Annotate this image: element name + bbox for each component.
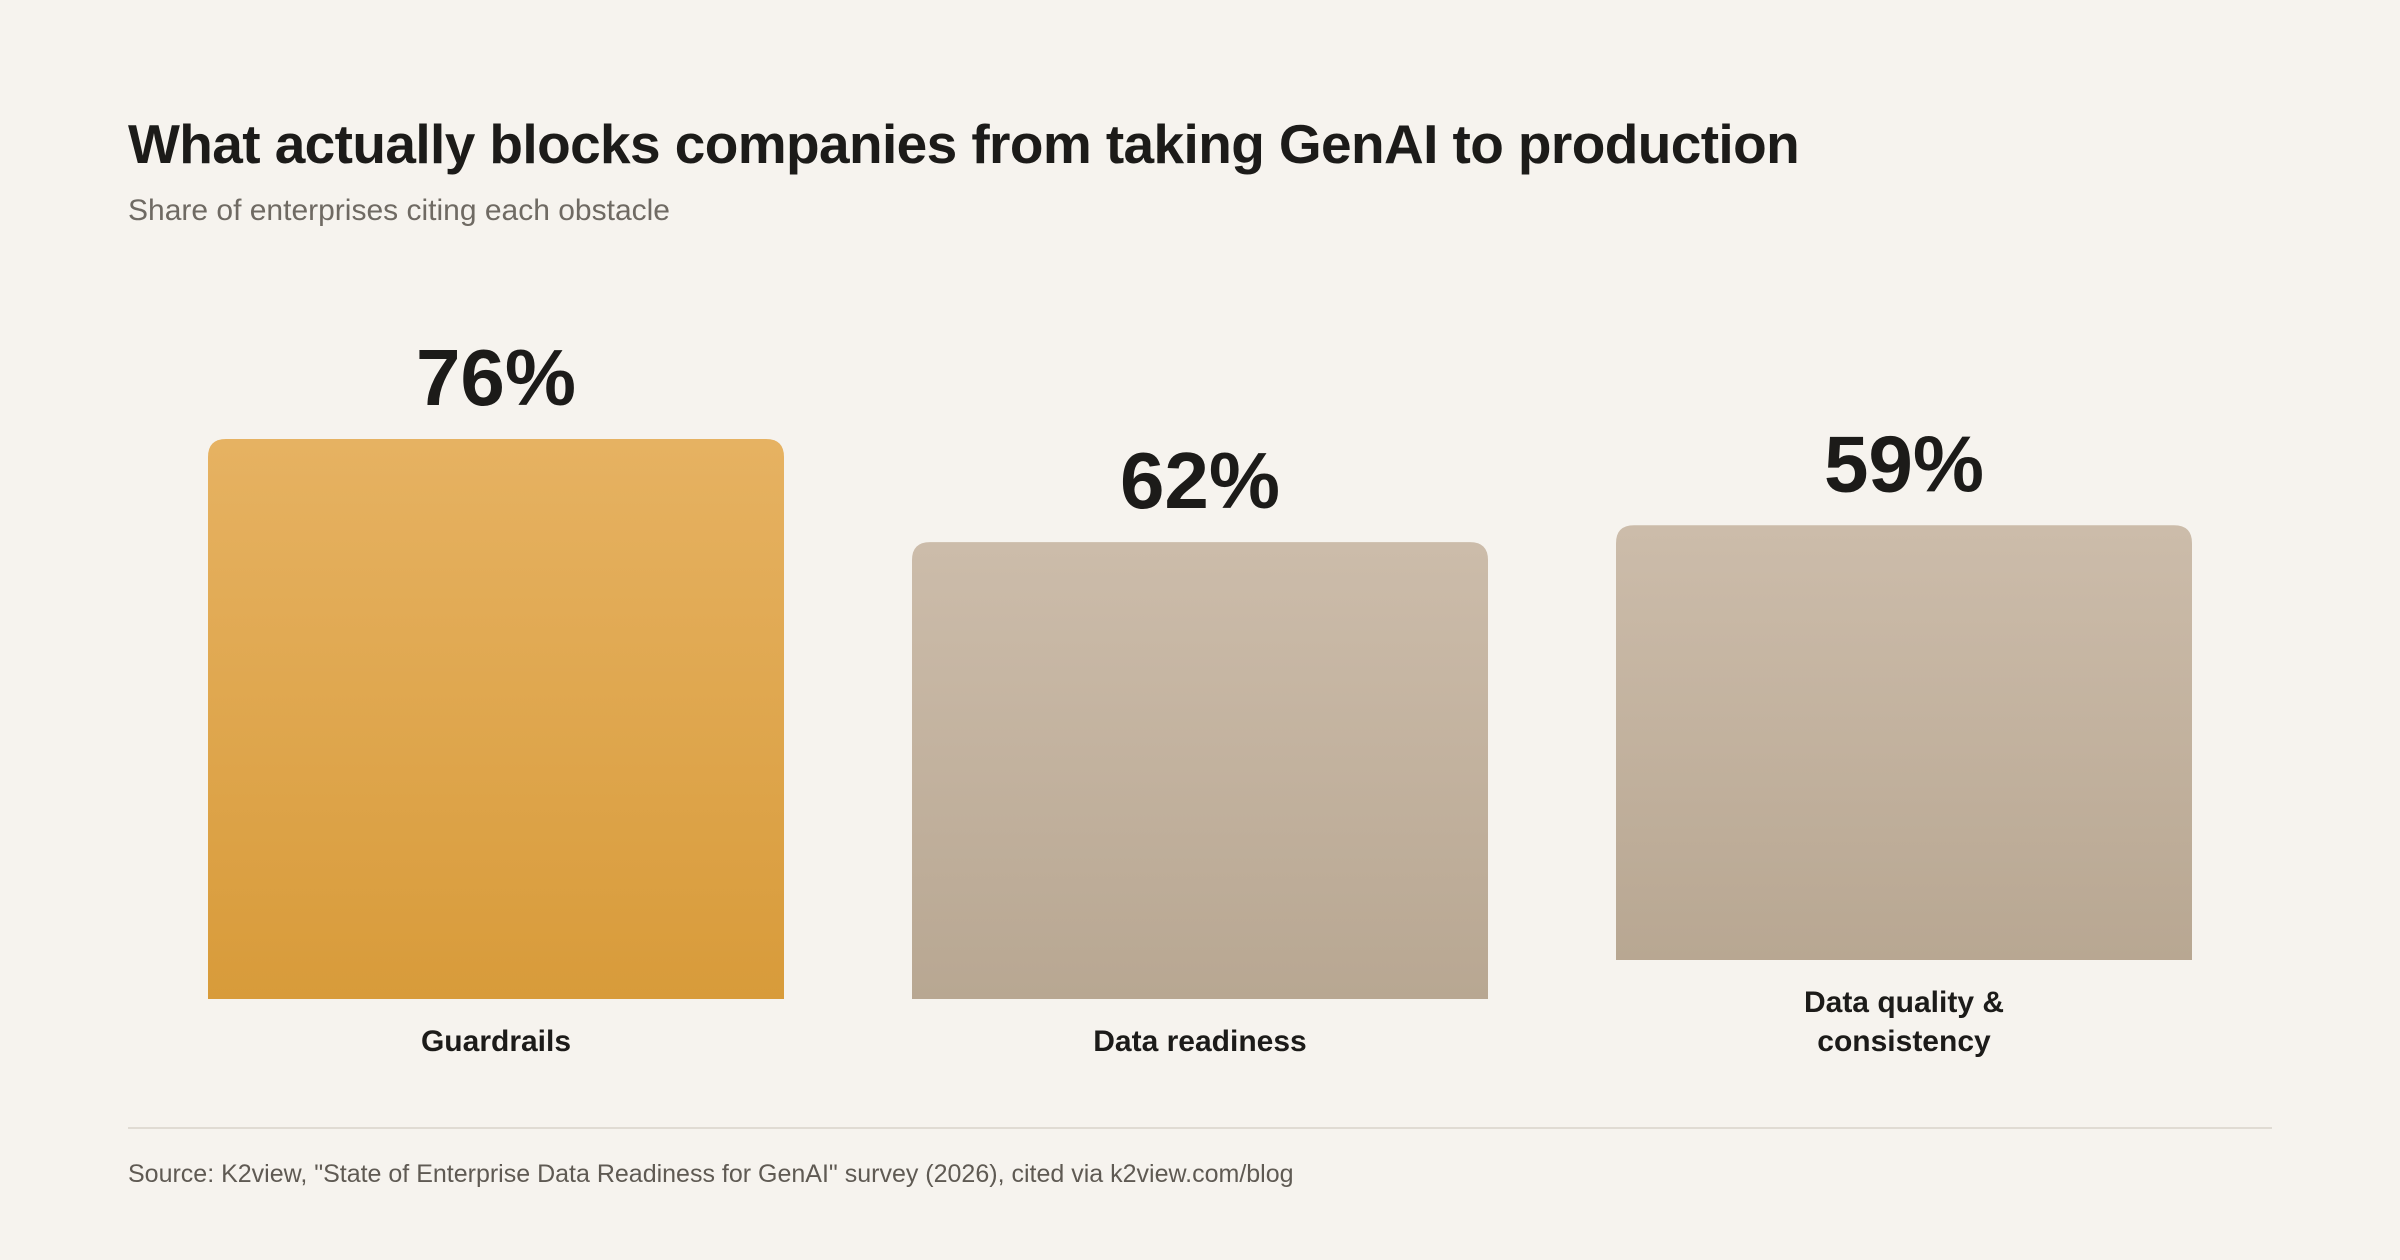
bar-3 — [1616, 525, 2192, 960]
source-note: Source: K2view, "State of Enterprise Dat… — [128, 1160, 1294, 1188]
bar-1 — [208, 439, 784, 999]
category-label-2: Data readiness — [1093, 1025, 1306, 1058]
category-label-3-line-2: consistency — [1817, 1025, 1991, 1058]
value-label-1: 76% — [416, 333, 576, 422]
category-label-1: Guardrails — [421, 1025, 571, 1058]
chart-subtitle: Share of enterprises citing each obstacl… — [128, 194, 670, 227]
value-label-2: 62% — [1120, 436, 1280, 525]
chart-title: What actually blocks companies from taki… — [128, 113, 1800, 175]
value-label-3: 59% — [1824, 419, 1984, 508]
bar-chart: 76% Guardrails 62% Data readiness 59% Data qu… — [208, 333, 2192, 1058]
footer-divider — [128, 1127, 2272, 1129]
bar-2 — [912, 542, 1488, 999]
category-label-3-line-1: Data quality & — [1804, 986, 2004, 1019]
